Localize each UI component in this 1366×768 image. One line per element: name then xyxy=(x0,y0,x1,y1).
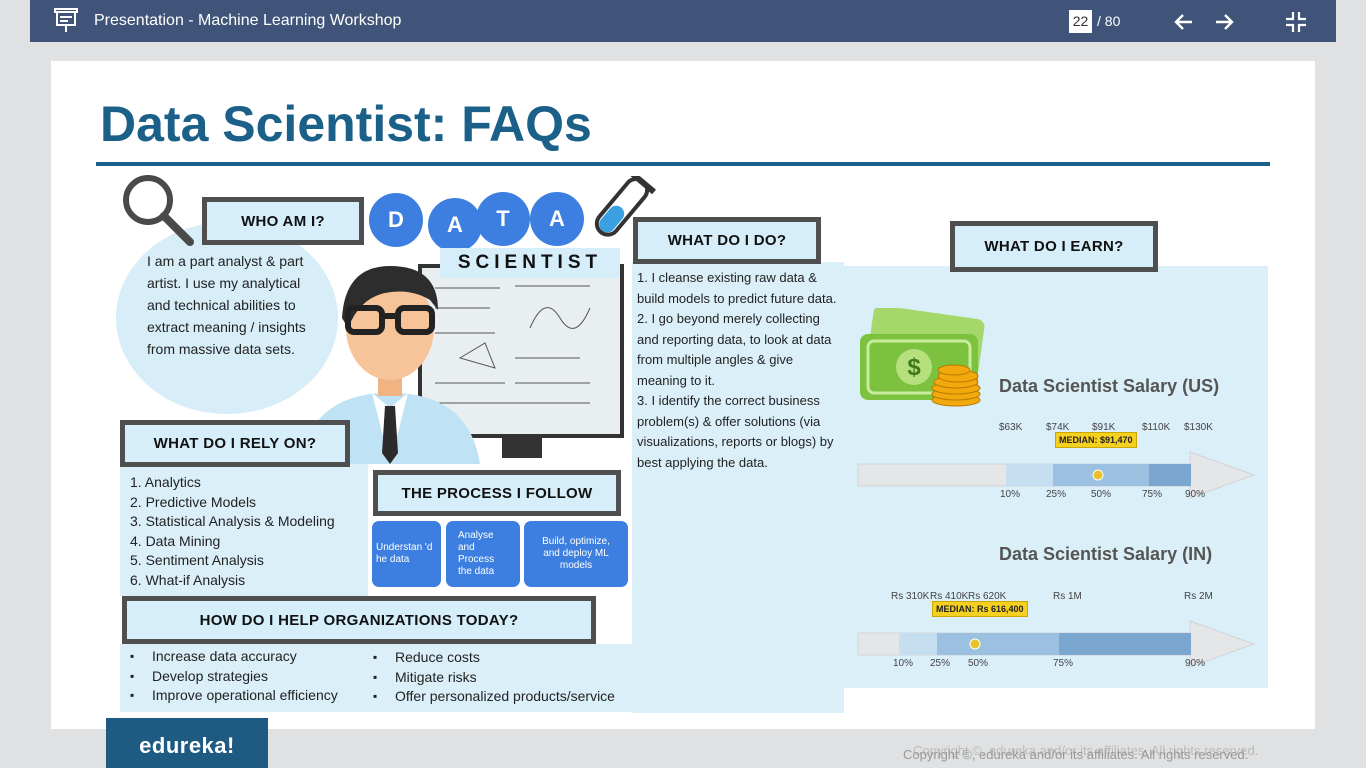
list-item: Mitigate risks xyxy=(373,668,635,688)
salary-value-tick: Rs 410K xyxy=(930,591,969,602)
arrow-left-icon[interactable] xyxy=(1172,10,1196,34)
median-label: MEDIAN: $91,470 xyxy=(1055,432,1137,448)
do-panel xyxy=(632,262,844,713)
copyright-text: Copyright ©, edureka and/or its affiliat… xyxy=(903,747,1249,762)
who-am-i-label: WHO AM I? xyxy=(202,197,364,245)
data-letter: D xyxy=(369,193,423,247)
list-item: 6. What-if Analysis xyxy=(130,571,246,588)
rely-panel xyxy=(120,464,368,596)
presentation-icon xyxy=(54,8,78,32)
rely-label: WHAT DO I RELY ON? xyxy=(120,420,350,467)
svg-text:$: $ xyxy=(907,354,921,381)
list-item: Offer personalized products/service xyxy=(373,687,635,707)
copyright-shadow: Copyright ©, edureka and/or its affiliat… xyxy=(913,743,1259,758)
percentile-tick: 25% xyxy=(930,658,951,669)
who-am-i-text: I am a part analyst & part artist. I use… xyxy=(147,253,306,357)
do-item: 3. I identify the correct business probl… xyxy=(637,393,834,470)
do-item: 2. I go beyond merely collecting and rep… xyxy=(637,311,832,388)
scientist-banner: SCIENTIST xyxy=(440,248,620,278)
slide-title: Data Scientist: FAQs xyxy=(100,96,592,152)
list-item: 2. Predictive Models xyxy=(130,493,257,510)
salary-value-tick: $63K xyxy=(999,422,1023,433)
list-item: Reduce costs xyxy=(373,648,635,668)
process-label: THE PROCESS I FOLLOW xyxy=(373,470,621,516)
list-item: Develop strategies xyxy=(130,667,370,687)
presentation-toolbar: Presentation - Machine Learning Workshop… xyxy=(30,0,1336,42)
list-item: 4. Data Mining xyxy=(130,532,221,549)
percentile-tick: 75% xyxy=(1053,658,1074,669)
range-segment xyxy=(937,633,1059,655)
percentile-tick: 90% xyxy=(1185,658,1206,669)
percentile-tick: 90% xyxy=(1185,489,1206,500)
percentile-tick: 25% xyxy=(1046,489,1067,500)
salary-value-tick: Rs 310K xyxy=(891,591,930,602)
process-step: Build, optimize, and deploy ML models xyxy=(524,521,628,587)
salary-bar xyxy=(857,620,1256,668)
median-marker xyxy=(969,638,981,650)
help-label: HOW DO I HELP ORGANIZATIONS TODAY? xyxy=(122,596,596,644)
salary-value-tick: $91K xyxy=(1092,422,1116,433)
salary-bar xyxy=(857,451,1256,499)
edureka-logo: edureka! xyxy=(106,718,268,768)
list-item: Increase data accuracy xyxy=(130,647,370,667)
data-letter: A xyxy=(428,198,482,252)
do-item: 1. I cleanse existing raw data & build m… xyxy=(637,270,837,306)
help-list-left: Increase data accuracy Develop strategie… xyxy=(130,647,370,706)
data-letter: A xyxy=(530,192,584,246)
list-item: 3. Statistical Analysis & Modeling xyxy=(130,513,335,529)
salary-us-title: Data Scientist Salary (US) xyxy=(999,376,1220,396)
salary-in-title: Data Scientist Salary (IN) xyxy=(999,544,1213,564)
percentile-tick: 50% xyxy=(1091,489,1112,500)
do-label: WHAT DO I DO? xyxy=(633,217,821,264)
earn-label: WHAT DO I EARN? xyxy=(950,221,1158,272)
salary-value-tick: Rs 620K xyxy=(968,591,1007,602)
do-text: 1. I cleanse existing raw data & build m… xyxy=(637,268,842,473)
arrow-right-icon[interactable] xyxy=(1212,10,1236,34)
range-segment xyxy=(899,633,937,655)
percentile-tick: 10% xyxy=(893,658,914,669)
range-segment xyxy=(1059,633,1191,655)
magnifier-icon xyxy=(123,175,194,246)
range-segment xyxy=(1006,464,1053,486)
current-page-input[interactable]: 22 xyxy=(1069,10,1092,33)
percentile-tick: 50% xyxy=(968,658,989,669)
exit-fullscreen-icon[interactable] xyxy=(1284,10,1308,34)
help-list-right: Reduce costs Mitigate risks Offer person… xyxy=(373,648,635,707)
median-label: MEDIAN: Rs 616,400 xyxy=(932,601,1028,617)
salary-value-tick: $74K xyxy=(1046,422,1070,433)
money-icon: $ xyxy=(860,308,985,407)
list-item: 1. Analytics xyxy=(130,474,201,490)
presentation-title: Presentation - Machine Learning Workshop xyxy=(94,12,402,29)
process-step: Understan 'd he data xyxy=(372,521,441,587)
range-segment xyxy=(1149,464,1191,486)
test-tube-icon xyxy=(594,176,656,237)
list-item: Improve operational efficiency xyxy=(130,686,370,706)
title-divider xyxy=(96,162,1270,166)
percentile-tick: 10% xyxy=(1000,489,1021,500)
total-pages: / 80 xyxy=(1097,13,1121,29)
salary-value-tick: Rs 1M xyxy=(1053,591,1082,602)
salary-value-tick: $110K xyxy=(1142,422,1171,433)
median-marker xyxy=(1092,469,1104,481)
rely-list: 1. Analytics 2. Predictive Models 3. Sta… xyxy=(130,473,370,590)
process-step: Analyse and Process the data xyxy=(446,521,520,587)
data-letter: T xyxy=(476,192,530,246)
who-am-i-bubble xyxy=(116,222,338,414)
salary-value-tick: Rs 2M xyxy=(1184,591,1213,602)
percentile-tick: 75% xyxy=(1142,489,1163,500)
salary-value-tick: $130K xyxy=(1184,422,1213,433)
list-item: 5. Sentiment Analysis xyxy=(130,552,264,568)
